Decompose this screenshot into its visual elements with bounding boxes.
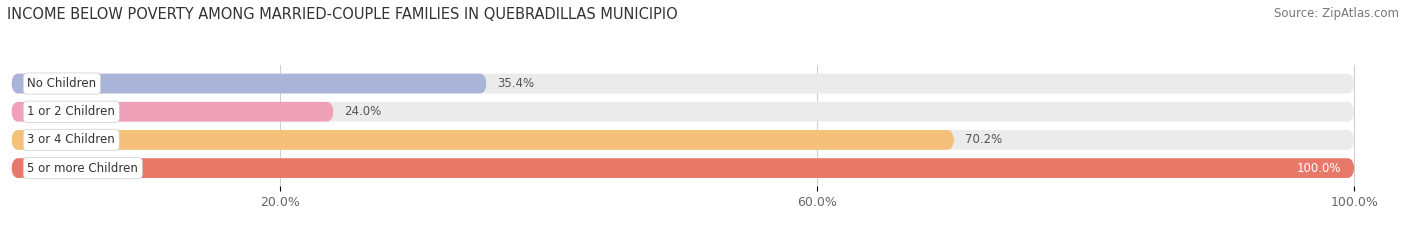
- Text: 5 or more Children: 5 or more Children: [27, 161, 138, 175]
- Text: No Children: No Children: [27, 77, 97, 90]
- Text: 70.2%: 70.2%: [965, 134, 1002, 146]
- FancyBboxPatch shape: [11, 102, 333, 122]
- Text: INCOME BELOW POVERTY AMONG MARRIED-COUPLE FAMILIES IN QUEBRADILLAS MUNICIPIO: INCOME BELOW POVERTY AMONG MARRIED-COUPL…: [7, 7, 678, 22]
- Text: 24.0%: 24.0%: [344, 105, 381, 118]
- FancyBboxPatch shape: [11, 74, 1354, 93]
- Text: 3 or 4 Children: 3 or 4 Children: [27, 134, 115, 146]
- Text: Source: ZipAtlas.com: Source: ZipAtlas.com: [1274, 7, 1399, 20]
- Text: 100.0%: 100.0%: [1296, 161, 1341, 175]
- FancyBboxPatch shape: [11, 102, 1354, 122]
- FancyBboxPatch shape: [11, 74, 486, 93]
- Text: 35.4%: 35.4%: [498, 77, 534, 90]
- FancyBboxPatch shape: [11, 130, 1354, 150]
- FancyBboxPatch shape: [11, 158, 1354, 178]
- Text: 1 or 2 Children: 1 or 2 Children: [27, 105, 115, 118]
- FancyBboxPatch shape: [11, 130, 955, 150]
- FancyBboxPatch shape: [11, 158, 1354, 178]
